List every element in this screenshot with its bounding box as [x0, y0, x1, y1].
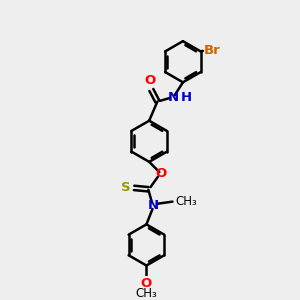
Text: O: O: [155, 167, 166, 180]
Text: O: O: [144, 74, 156, 87]
Text: Br: Br: [204, 44, 221, 57]
Text: H: H: [181, 92, 192, 104]
Text: O: O: [141, 277, 152, 290]
Text: S: S: [121, 181, 131, 194]
Text: N: N: [148, 199, 159, 212]
Text: N: N: [168, 91, 179, 104]
Text: CH₃: CH₃: [136, 287, 157, 300]
Text: CH₃: CH₃: [175, 195, 197, 208]
